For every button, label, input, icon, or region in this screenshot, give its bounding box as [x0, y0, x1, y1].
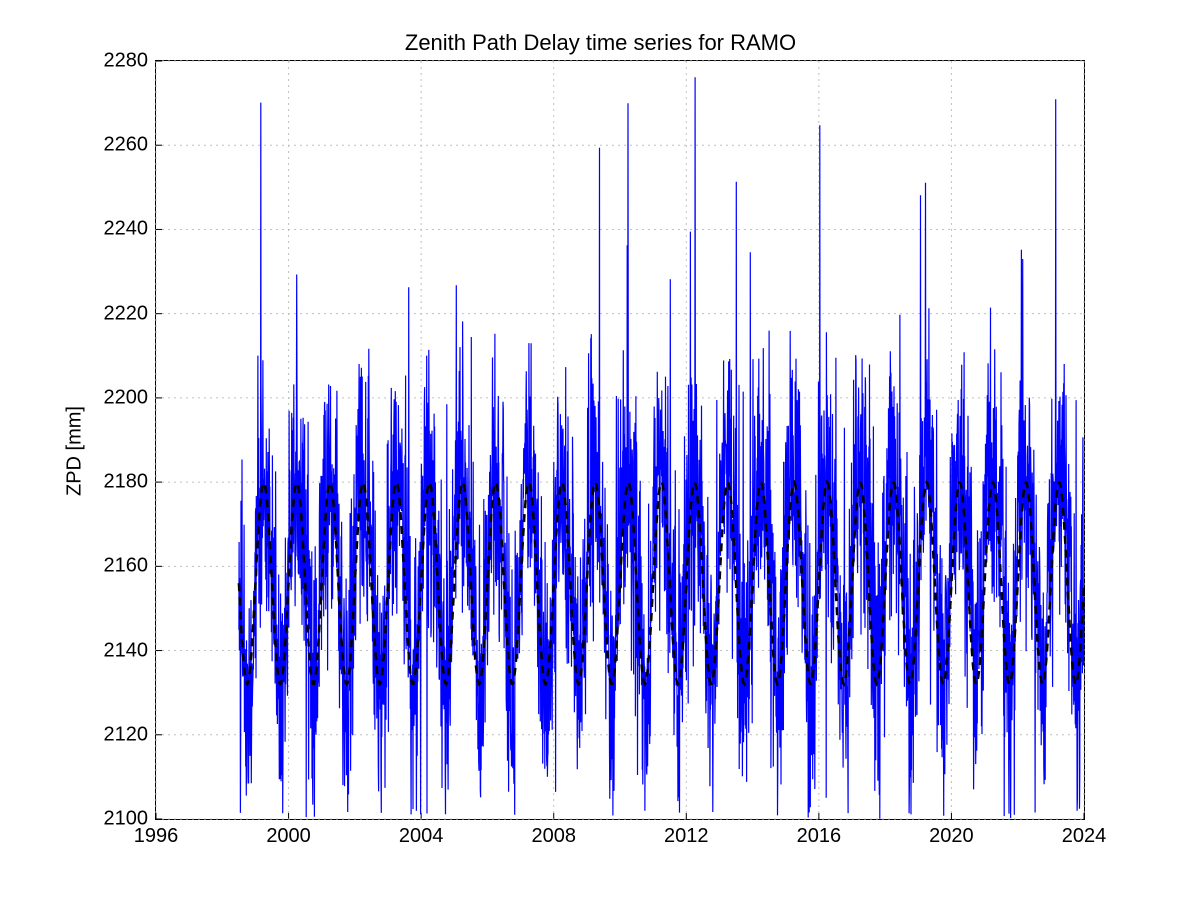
y-tick-label: 2180: [104, 471, 149, 494]
y-tick-label: 2100: [104, 808, 149, 831]
x-tick-label: 2020: [929, 825, 974, 848]
data-layer: [156, 61, 1084, 819]
plot-area: 1996200020042008201220162020202421002120…: [155, 60, 1085, 820]
x-tick-label: 2004: [399, 825, 444, 848]
y-tick-label: 2140: [104, 639, 149, 662]
y-tick-label: 2260: [104, 134, 149, 157]
x-tick-label: 2012: [664, 825, 709, 848]
y-axis-label: ZPD [mm]: [64, 406, 87, 496]
y-tick-label: 2200: [104, 386, 149, 409]
y-tick-label: 2280: [104, 50, 149, 73]
x-tick-label: 2008: [531, 825, 576, 848]
x-tick-label: 2016: [797, 825, 842, 848]
figure: Zenith Path Delay time series for RAMO Z…: [0, 0, 1201, 901]
chart-title: Zenith Path Delay time series for RAMO: [0, 30, 1201, 56]
y-tick-label: 2120: [104, 723, 149, 746]
y-tick-label: 2240: [104, 218, 149, 241]
y-tick-label: 2220: [104, 302, 149, 325]
y-tick-label: 2160: [104, 555, 149, 578]
x-tick-label: 2024: [1062, 825, 1107, 848]
x-tick-label: 2000: [266, 825, 311, 848]
raw-series: [239, 77, 1084, 819]
